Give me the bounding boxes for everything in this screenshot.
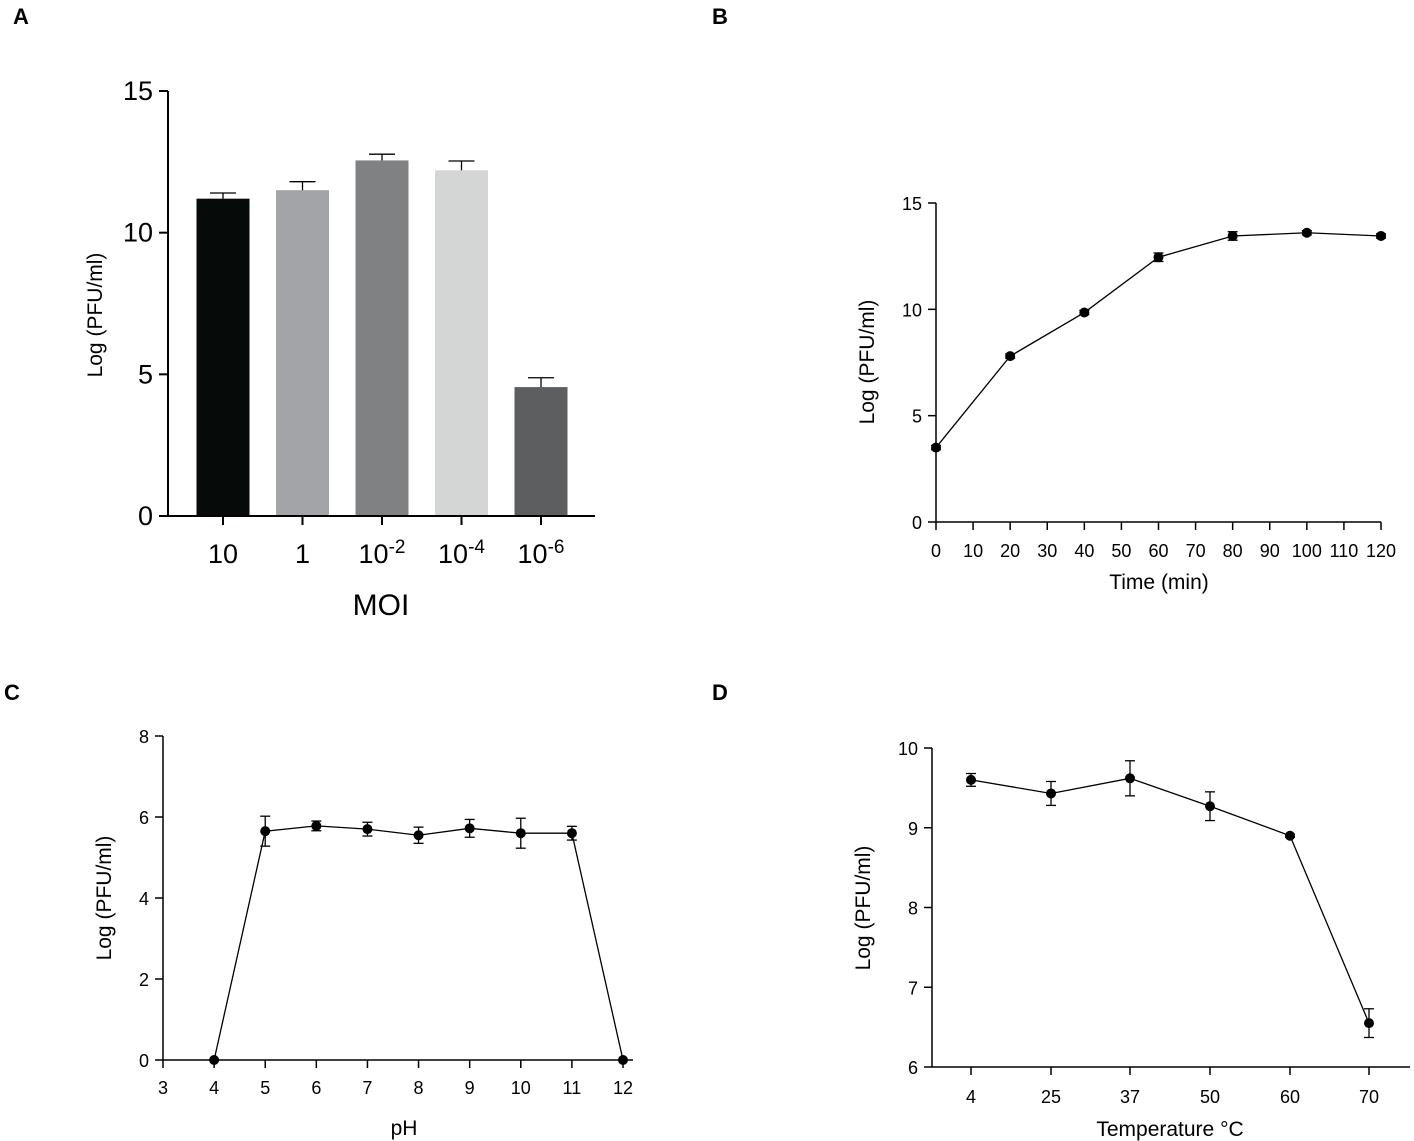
c-point-8 (566, 828, 577, 839)
a-y-tick-label: 5 (138, 359, 153, 389)
bar-4 (435, 170, 488, 517)
a-y-tick-label: 15 (123, 76, 153, 106)
d-y-axis-title: Log (PFU/ml) (852, 846, 875, 971)
d-point-3 (1125, 773, 1135, 784)
a-x-tick-label: 10-6 (518, 537, 565, 570)
c-x-tick-label: 6 (311, 1078, 321, 1098)
b-x-tick-label: 30 (1037, 541, 1057, 561)
d-point-4 (1205, 801, 1215, 812)
c-point-9 (618, 1055, 628, 1065)
b-point-3 (1079, 307, 1090, 318)
a-x-tick-label: 10 (208, 539, 238, 569)
a-y-axis-title: Log (PFU/ml) (84, 253, 107, 378)
d-x-tick-label: 70 (1359, 1087, 1379, 1107)
c-x-tick-label: 4 (209, 1078, 219, 1098)
c-x-tick-label: 10 (511, 1078, 531, 1098)
d-y-tick-label: 10 (898, 739, 918, 759)
b-x-tick-label: 120 (1366, 541, 1396, 561)
c-y-tick-label: 4 (139, 889, 149, 909)
c-point-6 (464, 823, 475, 834)
b-x-tick-label: 40 (1074, 541, 1094, 561)
c-x-tick-label: 12 (613, 1078, 633, 1098)
b-x-tick-label: 110 (1330, 541, 1359, 561)
d-x-tick-label: 60 (1280, 1087, 1300, 1107)
d-point-2 (1046, 788, 1056, 799)
d-x-tick-label: 4 (966, 1087, 976, 1107)
c-y-tick-label: 6 (139, 808, 149, 828)
c-x-tick-label: 8 (414, 1078, 424, 1098)
d-point-1 (966, 774, 976, 785)
c-y-tick-label: 8 (139, 727, 149, 747)
a-x-tick-label: 10-2 (359, 537, 406, 570)
a-x-axis-title: MOI (353, 589, 410, 622)
b-x-tick-label: 100 (1292, 541, 1322, 561)
b-y-tick-label: 10 (902, 300, 922, 320)
b-x-tick-label: 10 (963, 541, 983, 561)
bar-1 (196, 198, 250, 516)
b-series-line (935, 232, 1382, 448)
d-x-tick-label: 50 (1200, 1087, 1220, 1107)
b-point-5 (1227, 230, 1238, 241)
d-y-tick-label: 6 (908, 1058, 918, 1078)
c-x-tick-label: 3 (158, 1078, 168, 1098)
bar-5 (514, 387, 568, 516)
d-y-tick-label: 7 (908, 978, 918, 998)
c-point-3 (311, 820, 322, 831)
bar-3 (355, 160, 409, 516)
b-x-tick-label: 20 (1000, 541, 1020, 561)
c-point-5 (413, 830, 424, 841)
c-point-4 (362, 824, 373, 835)
b-x-tick-label: 80 (1223, 541, 1243, 561)
c-y-axis-title: Log (PFU/ml) (93, 836, 116, 961)
c-x-tick-label: 11 (563, 1078, 582, 1098)
a-x-tick-label: 1 (295, 539, 310, 569)
c-x-axis-title: pH (391, 1117, 418, 1140)
b-point-2 (1005, 351, 1016, 362)
bar-2 (276, 190, 329, 516)
b-x-tick-label: 70 (1186, 541, 1206, 561)
c-x-tick-label: 7 (362, 1078, 372, 1098)
c-y-tick-label: 0 (139, 1051, 149, 1071)
panel-letter-b: B (712, 4, 728, 29)
d-x-tick-label: 25 (1041, 1087, 1061, 1107)
d-x-tick-label: 37 (1120, 1087, 1140, 1107)
panel-letter-d: D (712, 680, 728, 705)
b-point-7 (1376, 230, 1386, 241)
b-point-1 (931, 442, 941, 453)
d-point-6 (1364, 1018, 1374, 1029)
b-x-tick-label: 0 (931, 541, 941, 561)
c-x-tick-label: 5 (260, 1078, 270, 1098)
panel-letter-c: C (4, 680, 20, 705)
d-x-axis-title: Temperature °C (1096, 1118, 1243, 1141)
b-point-6 (1301, 227, 1312, 238)
d-y-tick-label: 9 (908, 819, 918, 839)
c-y-tick-label: 2 (139, 970, 149, 990)
b-x-tick-label: 90 (1260, 541, 1280, 561)
d-series-line (970, 777, 1370, 1024)
b-y-tick-label: 0 (912, 513, 922, 533)
b-x-tick-label: 60 (1148, 541, 1168, 561)
b-y-tick-label: 5 (912, 407, 922, 427)
d-y-tick-label: 8 (908, 899, 918, 919)
c-point-2 (260, 826, 271, 837)
a-y-tick-label: 10 (123, 218, 153, 248)
b-y-tick-label: 15 (902, 194, 922, 214)
c-point-7 (515, 828, 526, 839)
b-y-axis-title: Log (PFU/ml) (856, 300, 879, 425)
a-x-tick-label: 10-4 (438, 537, 485, 570)
c-x-tick-label: 9 (465, 1078, 475, 1098)
b-x-axis-title: Time (min) (1109, 571, 1209, 594)
panel-letter-a: A (13, 4, 29, 29)
c-point-1 (209, 1055, 220, 1065)
c-series-line (213, 825, 624, 1061)
b-point-4 (1153, 252, 1164, 263)
b-x-tick-label: 50 (1111, 541, 1131, 561)
a-y-tick-label: 0 (138, 501, 153, 531)
d-point-5 (1285, 830, 1295, 841)
